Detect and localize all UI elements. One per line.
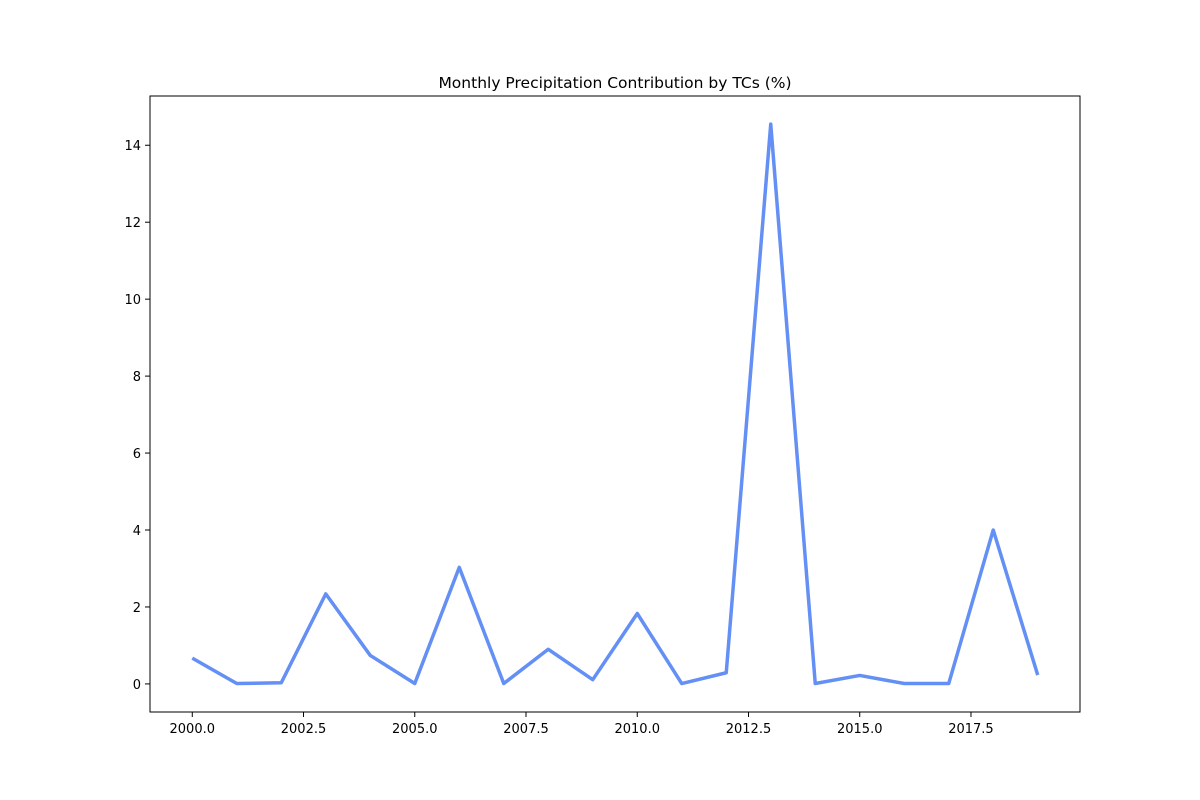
x-tick-label: 2002.5 xyxy=(281,722,327,737)
plot-area: 2000.0 2002.5 2005.0 2007.5 2010.0 2012.5 2015… xyxy=(124,122,1040,737)
x-tick-label: 2012.5 xyxy=(726,722,772,737)
x-tick-label: 2000.0 xyxy=(170,722,216,737)
x-tick-label: 2007.5 xyxy=(503,722,549,737)
x-tick-label: 2015.0 xyxy=(837,722,883,737)
y-tick-label: 8 xyxy=(133,370,141,385)
y-tick-label: 14 xyxy=(124,139,141,154)
y-tick-label: 2 xyxy=(133,601,141,616)
x-tick-label: 2017.5 xyxy=(948,722,994,737)
series-line xyxy=(191,122,1040,686)
y-tick-label: 10 xyxy=(124,293,141,308)
x-tick-label: 2010.0 xyxy=(614,722,660,737)
y-tick-label: 4 xyxy=(133,524,141,539)
y-tick-label: 12 xyxy=(124,216,141,231)
y-tick-label: 6 xyxy=(133,447,141,462)
x-tick-label: 2005.0 xyxy=(392,722,438,737)
chart-title: Monthly Precipitation Contribution by TC… xyxy=(438,74,791,92)
y-tick-label: 0 xyxy=(133,678,141,693)
plot-frame xyxy=(149,95,1081,713)
